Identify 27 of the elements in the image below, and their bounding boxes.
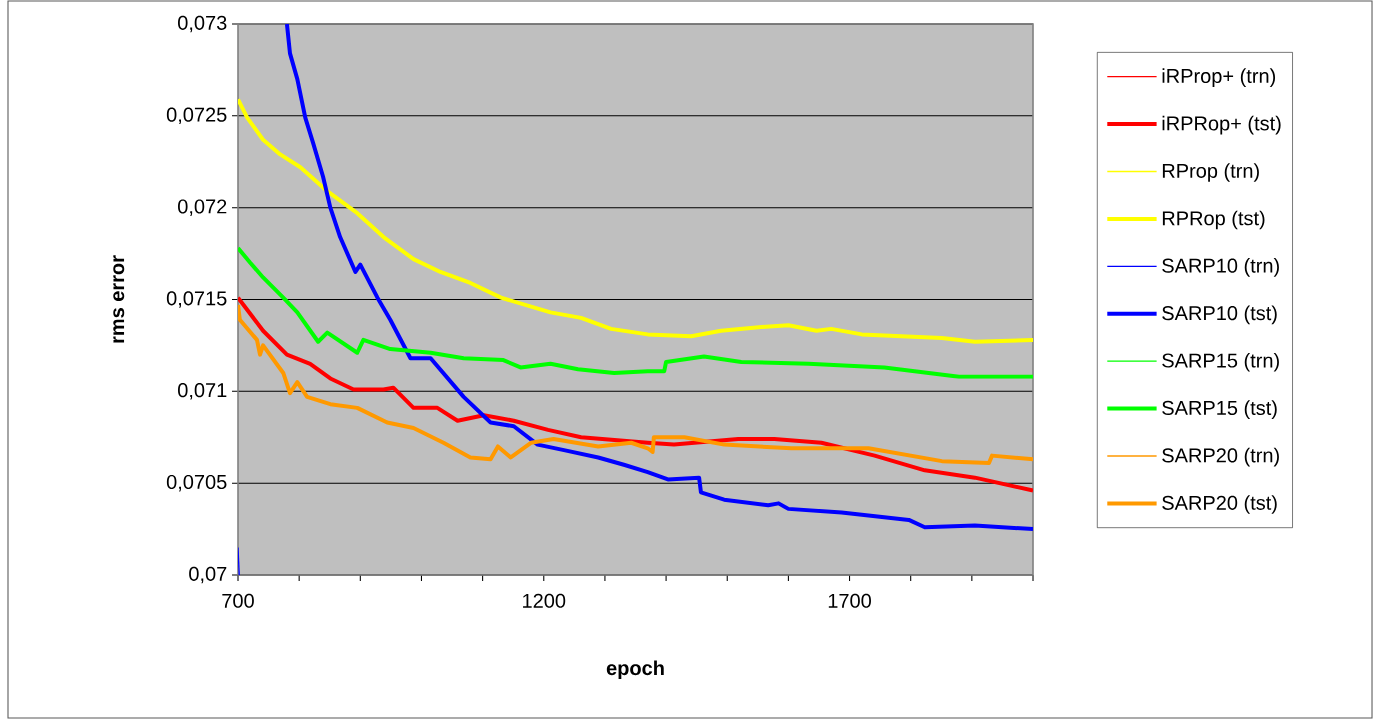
y-axis-title: rms error xyxy=(113,255,125,343)
legend-label: SARP20 (tst) xyxy=(1162,495,1277,514)
x-tick-label: 1700 xyxy=(828,593,871,608)
y-tick-label: 0,0725 xyxy=(166,107,227,125)
y-tick-label: 0,072 xyxy=(178,199,227,216)
x-axis-title: epoch xyxy=(606,660,664,680)
y-tick-label: 0,0715 xyxy=(166,291,227,308)
legend-label: SARP10 (trn) xyxy=(1162,258,1279,277)
line-series xyxy=(238,303,1034,465)
legend-label: RPRop (tst) xyxy=(1162,210,1265,230)
legend-label: SARP20 (trn) xyxy=(1162,447,1279,467)
x-tick-label: 700 xyxy=(222,593,254,608)
legend-label: SARP10 (tst) xyxy=(1162,305,1277,325)
line-series xyxy=(238,295,1034,493)
legend-label: SARP15 (tst) xyxy=(1162,400,1277,419)
legend-label: SARP15 (trn) xyxy=(1162,352,1279,372)
legend-label: iRPRop+ (tst) xyxy=(1162,115,1281,135)
y-tick-label: 0,073 xyxy=(178,15,227,33)
x-tick-label: 1200 xyxy=(523,593,566,608)
legend-label: iRProp+ (trn) xyxy=(1162,68,1276,87)
y-tick-label: 0,07 xyxy=(189,566,227,584)
y-tick-label: 0,0705 xyxy=(166,474,227,492)
line-series xyxy=(284,24,1034,532)
line-series xyxy=(238,97,1034,344)
y-tick-label: 0,071 xyxy=(178,383,227,400)
line-series xyxy=(238,246,1034,379)
legend-label: RProp (trn) xyxy=(1162,163,1259,182)
